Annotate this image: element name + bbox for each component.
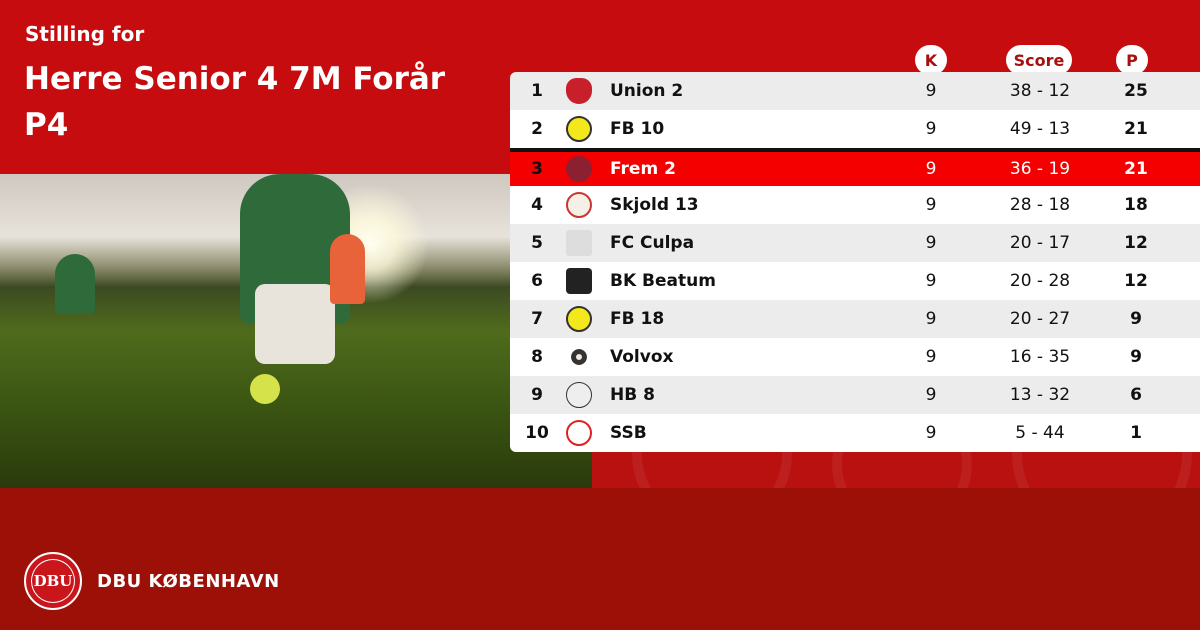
team-logo-icon: [566, 192, 592, 218]
matches-played: 9: [925, 233, 937, 253]
team-name[interactable]: SSB: [610, 423, 647, 443]
matches-played: 9: [925, 347, 937, 367]
team-name[interactable]: FC Culpa: [610, 233, 695, 253]
goal-score: 49 - 13: [1009, 119, 1071, 139]
matches-played: 9: [925, 159, 937, 179]
goal-score: 36 - 19: [1009, 159, 1071, 179]
matches-played: 9: [925, 271, 937, 291]
table-row[interactable]: 10 SSB 9 5 - 44 1: [510, 414, 1200, 452]
goal-score: 28 - 18: [1009, 195, 1071, 215]
team-name[interactable]: Volvox: [610, 347, 674, 367]
goal-score: 16 - 35: [1009, 347, 1071, 367]
points: 6: [1130, 385, 1142, 405]
matches-played: 9: [925, 309, 937, 329]
table-row[interactable]: 3 Frem 2 9 36 - 19 21: [510, 148, 1200, 186]
points: 12: [1124, 233, 1148, 253]
team-name[interactable]: FB 10: [610, 119, 665, 139]
matches-played: 9: [925, 423, 937, 443]
column-header-score: Score: [1006, 45, 1072, 75]
goal-score: 20 - 17: [1009, 233, 1071, 253]
column-header-k: K: [915, 45, 947, 75]
column-header-p: P: [1116, 45, 1148, 75]
goal-score: 20 - 27: [1009, 309, 1071, 329]
position: 7: [531, 309, 543, 329]
points: 21: [1124, 119, 1148, 139]
position: 3: [531, 159, 543, 179]
goal-score: 20 - 28: [1009, 271, 1071, 291]
team-logo-icon: [566, 156, 592, 182]
position: 4: [531, 195, 543, 215]
position: 2: [531, 119, 543, 139]
table-row[interactable]: 7 FB 18 9 20 - 27 9: [510, 300, 1200, 338]
team-name[interactable]: FB 18: [610, 309, 665, 329]
team-name[interactable]: Union 2: [610, 81, 684, 101]
team-logo-icon: [566, 420, 592, 446]
matches-played: 9: [925, 81, 937, 101]
table-row[interactable]: 4 Skjold 13 9 28 - 18 18: [510, 186, 1200, 224]
team-name[interactable]: Frem 2: [610, 159, 676, 179]
team-logo-icon: [566, 116, 592, 142]
goal-score: 5 - 44: [1015, 423, 1065, 443]
goal-score: 38 - 12: [1009, 81, 1071, 101]
table-row[interactable]: 5 FC Culpa 9 20 - 17 12: [510, 224, 1200, 262]
position: 9: [531, 385, 543, 405]
footer-band: [0, 488, 1200, 630]
dbu-seal-logo: DBU: [24, 552, 82, 610]
team-logo-icon: [566, 382, 592, 408]
table-row[interactable]: 2 FB 10 9 49 - 13 21: [510, 110, 1200, 148]
team-logo-icon: [566, 230, 592, 256]
points: 9: [1130, 309, 1142, 329]
position: 6: [531, 271, 543, 291]
points: 12: [1124, 271, 1148, 291]
team-logo-icon: [566, 306, 592, 332]
points: 1: [1130, 423, 1142, 443]
team-logo-icon: [566, 78, 592, 104]
table-row[interactable]: 6 BK Beatum 9 20 - 28 12: [510, 262, 1200, 300]
position: 5: [531, 233, 543, 253]
table-row[interactable]: 1 Union 2 9 38 - 12 25: [510, 72, 1200, 110]
team-name[interactable]: BK Beatum: [610, 271, 716, 291]
team-name[interactable]: Skjold 13: [610, 195, 699, 215]
matches-played: 9: [925, 195, 937, 215]
brand-name: DBU KØBENHAVN: [97, 570, 280, 592]
brand: DBU DBU KØBENHAVN: [24, 552, 280, 610]
team-logo-icon: [566, 268, 592, 294]
position: 10: [525, 423, 549, 443]
position: 8: [531, 347, 543, 367]
points: 18: [1124, 195, 1148, 215]
standings-table: 1 Union 2 9 38 - 12 25 2 FB 10 9 49 - 13 …: [510, 72, 1200, 452]
points: 21: [1124, 159, 1148, 179]
table-row[interactable]: 8 Volvox 9 16 - 35 9: [510, 338, 1200, 376]
matches-played: 9: [925, 385, 937, 405]
subtitle: Stilling for: [25, 22, 145, 46]
goal-score: 13 - 32: [1009, 385, 1071, 405]
team-logo-icon: [566, 344, 592, 370]
page-title: Herre Senior 4 7M Forår P4: [24, 61, 446, 143]
football-photo: [0, 174, 592, 488]
team-name[interactable]: HB 8: [610, 385, 655, 405]
position: 1: [531, 81, 543, 101]
table-row[interactable]: 9 HB 8 9 13 - 32 6: [510, 376, 1200, 414]
points: 25: [1124, 81, 1148, 101]
matches-played: 9: [925, 119, 937, 139]
points: 9: [1130, 347, 1142, 367]
